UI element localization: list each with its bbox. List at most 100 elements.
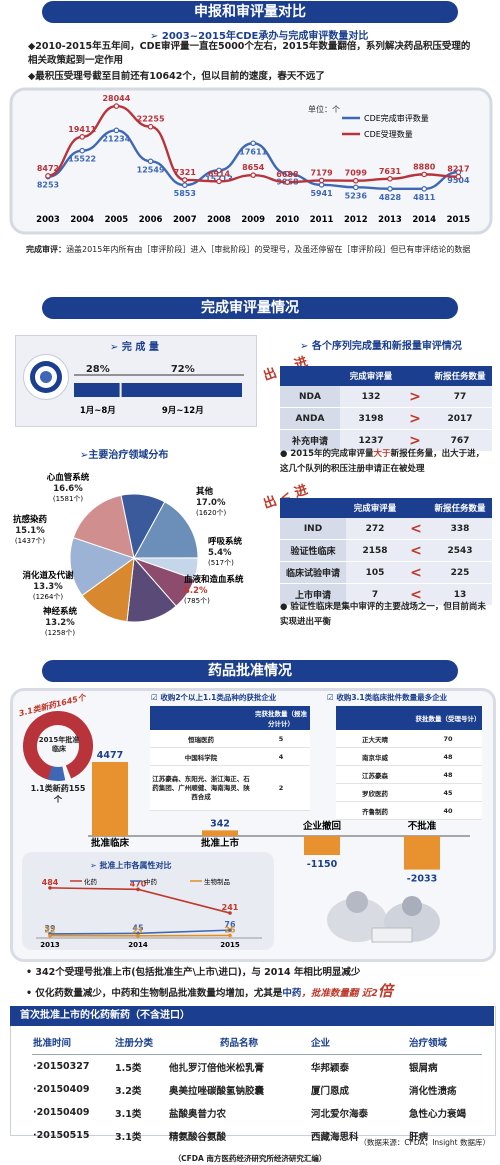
legend-label: 生物制品: [204, 877, 230, 886]
approval-bar-chart: 4477 批准临床 342 批准上市 -1150 企业撤回 -2033 不批准: [88, 750, 470, 885]
data-point: [352, 184, 359, 191]
data-label: 8654: [242, 163, 265, 172]
data-point: [147, 158, 154, 165]
legend-label: CDE完成审评数量: [364, 113, 429, 123]
data-point: [421, 171, 428, 178]
cell: 临床试验申请: [280, 561, 346, 584]
data-point: [284, 179, 291, 185]
x-tick-label: 2013: [378, 215, 402, 225]
cell: 补充申请: [280, 429, 340, 452]
cell: 盐酸奥普力农: [169, 1108, 227, 1120]
cell: 7: [346, 583, 404, 606]
x-tick-label: 2010: [276, 215, 300, 225]
cell: 齐鲁制药: [336, 801, 414, 820]
s1-bullet1: ◆2010-2015年五年间，CDE审评量一直在5000个左右，2015年数量翻…: [28, 41, 471, 66]
footer: （CFDA 南方医药经济研究所经济研究汇编）: [173, 1154, 327, 1163]
pie-label-count: (517个): [208, 559, 234, 567]
s3-bullet2: • 仅化药数量减少，中药和生物制品批准数量均增加，尤其是中药，批准数量翻 近2倍: [26, 984, 496, 1001]
attr-data-label: 484: [42, 878, 59, 887]
pie-label-name: 心血管系统: [47, 472, 90, 483]
table-row: ·20150327 1.5类 他扎罗汀倍他米松乳膏 华邦颖泰 银屑病: [32, 1055, 482, 1079]
series-title: ➢ 各个序列完成量和新报量审评情况: [300, 341, 462, 352]
approval-bar: [202, 830, 238, 836]
attr-x-label: 2015: [220, 941, 240, 949]
compare-sign: >: [402, 407, 428, 430]
cell: 77: [428, 386, 492, 408]
cell: 江苏豪森: [336, 765, 414, 784]
data-label: 12549: [137, 165, 165, 174]
pct-bar: [74, 383, 120, 397]
data-label: 7631: [379, 167, 402, 176]
b2-text-a: • 仅化药数量减少，中药和生物制品批准数量均增加，尤其是: [26, 988, 283, 999]
pie-label-count: (1437个): [15, 537, 46, 545]
new-drugs-head-row: 批准时间 注册分类 药品名称 企业 治疗领域: [32, 1030, 482, 1055]
lt-table-header: 完成审评量 新报任务数量: [280, 498, 492, 518]
pie-label-pct: 16.6%: [53, 484, 83, 494]
data-label: 8217: [447, 165, 469, 174]
gt-th-1: 完成审评量: [340, 366, 402, 386]
approval-bar: [404, 836, 440, 870]
data-point: [421, 186, 428, 192]
b2-text-b: 中药: [282, 988, 302, 999]
cell: 3198: [340, 407, 402, 430]
table-row: 验证性临床 2158 <2543: [280, 539, 492, 562]
cell: 上市申请: [280, 583, 346, 606]
cell: 48: [414, 765, 482, 784]
x-tick-label: 2003: [36, 215, 60, 225]
data-point: [387, 186, 393, 192]
approval-category: 批准临床: [91, 837, 130, 849]
compare-sign: >: [402, 386, 428, 408]
gt-note-c: 新报任务量，出大于进，这几个队列的积压注册申请正在被处理: [280, 449, 485, 474]
x-tick-label: 2007: [173, 215, 197, 225]
completion-bar-chart: 28% 1月~8月 72% 9月~12月: [74, 364, 244, 416]
col-company: 企业: [310, 1030, 408, 1055]
cell: ANDA: [280, 407, 340, 430]
attr-x-label: 2013: [40, 941, 60, 949]
data-point: [79, 134, 86, 140]
section2-banner: 完成审评量情况: [42, 297, 458, 319]
data-label: 8253: [37, 181, 59, 190]
cell: 2: [252, 765, 310, 811]
lt-th-1: 完成审评量: [346, 498, 404, 518]
data-label: 7321: [174, 168, 197, 177]
table-row: 临床试验申请 105 <225: [280, 561, 492, 584]
pie-title: ➢主要治疗领域分布: [80, 450, 169, 461]
data-label: 7099: [345, 169, 368, 178]
pie-label-name: 呼吸系统: [208, 536, 243, 547]
attr-point: [48, 933, 52, 938]
table-row: 南京华威 48: [336, 747, 482, 766]
section1-banner: 申报和审评量对比: [42, 1, 458, 23]
table-row: ·20150515 3.1类 精氨酸谷氨酸 西藏海思科 肝病: [32, 1124, 482, 1147]
x-tick-label: 2008: [207, 215, 231, 225]
attr-point: [228, 933, 232, 938]
pct-category: 9月~12月: [162, 406, 204, 416]
data-point: [250, 172, 257, 178]
attr-point: [228, 928, 232, 932]
data-point: [113, 103, 120, 109]
table-row: 罗欣医药 45: [336, 783, 482, 802]
pie-label-count: (1264个): [33, 593, 64, 601]
gt-note: ● 2015年的完成审评量大于新报任务量，出大于进，这几个队列的积压注册申请正在…: [280, 447, 490, 477]
attr-point: [48, 886, 52, 890]
attr-data-label: 45: [132, 923, 144, 932]
cell: 105: [346, 561, 404, 584]
data-label: 22255: [137, 115, 165, 124]
compare-sign: <: [404, 539, 428, 562]
attr-point: [136, 931, 140, 936]
cell: 272: [346, 518, 404, 540]
lt-th-2: [404, 498, 428, 518]
cell: 338: [428, 518, 492, 540]
pie-label-name: 神经系统: [43, 606, 78, 617]
pct-bar: [121, 383, 242, 397]
lt-head-1: 完获批数量（报准分计计）: [252, 706, 310, 730]
pie-slice: [81, 556, 135, 623]
pie-label-count: (1258个): [45, 629, 76, 637]
data-source: （数据来源：CFDA，Insight 数据库）: [359, 1138, 490, 1147]
note-text: 涵盖2015年内所有由［审评阶段］进入［审批阶段］的受理号，及虽还停留在［审评阶…: [66, 245, 471, 254]
s1-subtitle: ➢ 2003~2015年CDE承办与完成审评数量对比: [150, 31, 369, 42]
approval-category: 企业撤回: [302, 820, 341, 832]
data-label: 4828: [379, 193, 402, 202]
attr-data-label: 39: [44, 924, 56, 933]
b2-text-d: 倍: [377, 982, 393, 1000]
data-point: [387, 176, 393, 182]
